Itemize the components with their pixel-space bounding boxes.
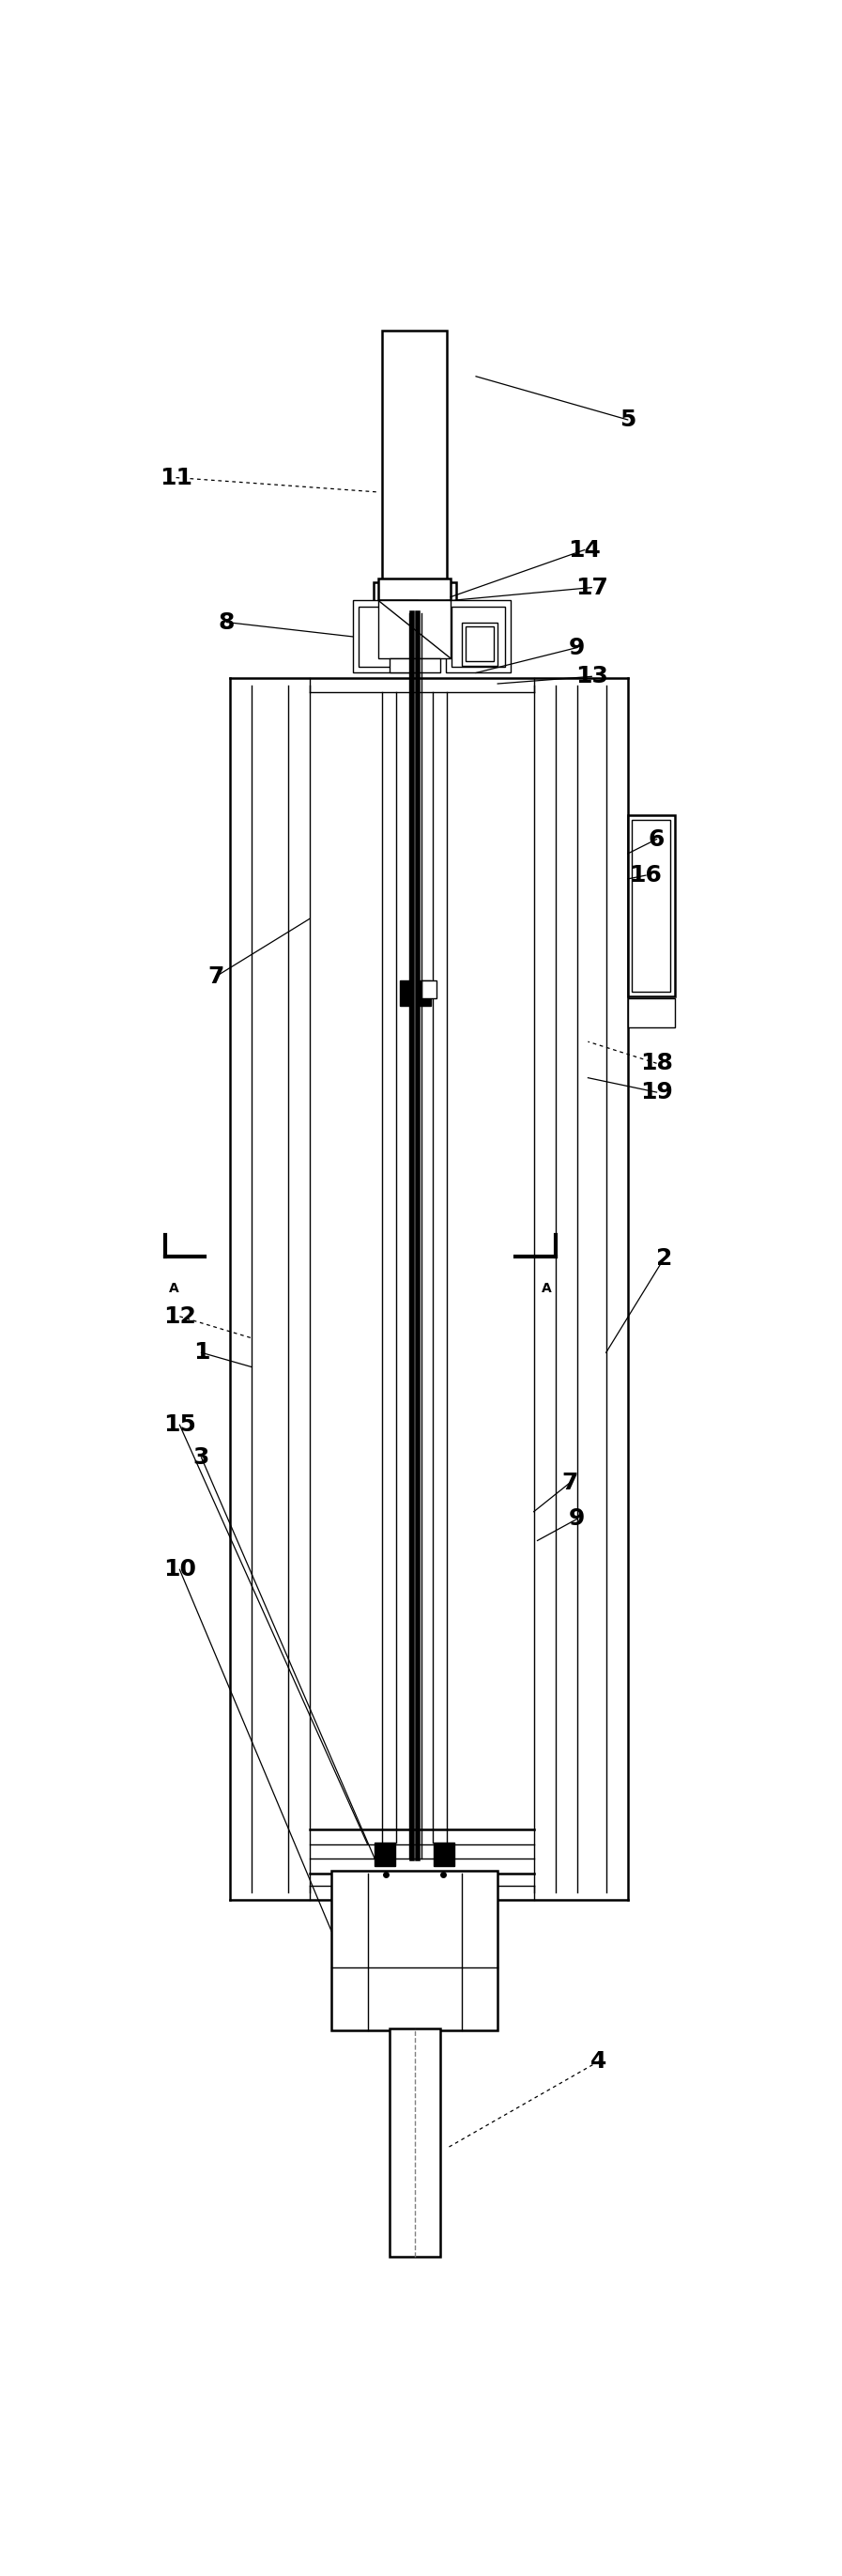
Text: 2: 2 [656,1247,672,1270]
Bar [389,2030,440,2257]
Bar [461,623,498,665]
Text: 12: 12 [163,1306,196,1327]
Text: 10: 10 [163,1558,196,1582]
Text: 1: 1 [193,1342,210,1363]
Text: 11: 11 [160,466,193,489]
Bar [422,981,436,999]
Text: A: A [541,1283,552,1296]
Bar [628,999,674,1028]
Bar [373,582,456,623]
Bar [434,1842,455,1865]
Bar [445,600,510,672]
Text: 6: 6 [648,827,665,850]
Text: 14: 14 [568,538,600,562]
Text: 13: 13 [575,665,608,688]
Bar [628,817,674,997]
Bar [378,580,450,600]
Text: 7: 7 [562,1471,578,1494]
Text: 9: 9 [569,1507,585,1530]
Bar [382,330,447,585]
Text: 9: 9 [569,636,585,659]
Text: 8: 8 [218,611,235,634]
Bar [359,605,413,667]
Text: 16: 16 [630,863,662,886]
Text: 5: 5 [620,410,636,430]
Text: 15: 15 [163,1414,196,1437]
Text: 18: 18 [640,1051,673,1074]
Bar [353,600,418,672]
Bar [466,626,493,662]
Bar [332,1870,498,2030]
Bar [451,605,505,667]
Text: 7: 7 [208,966,224,987]
Text: A: A [168,1283,179,1296]
Bar [632,819,670,992]
Bar [378,600,450,659]
Bar [419,981,430,1005]
Text: 3: 3 [193,1445,210,1468]
Text: 4: 4 [591,2050,607,2074]
Text: 17: 17 [575,577,608,598]
Bar [389,659,440,672]
Bar [400,981,411,1005]
Text: 19: 19 [640,1082,673,1103]
Bar [375,1842,395,1865]
